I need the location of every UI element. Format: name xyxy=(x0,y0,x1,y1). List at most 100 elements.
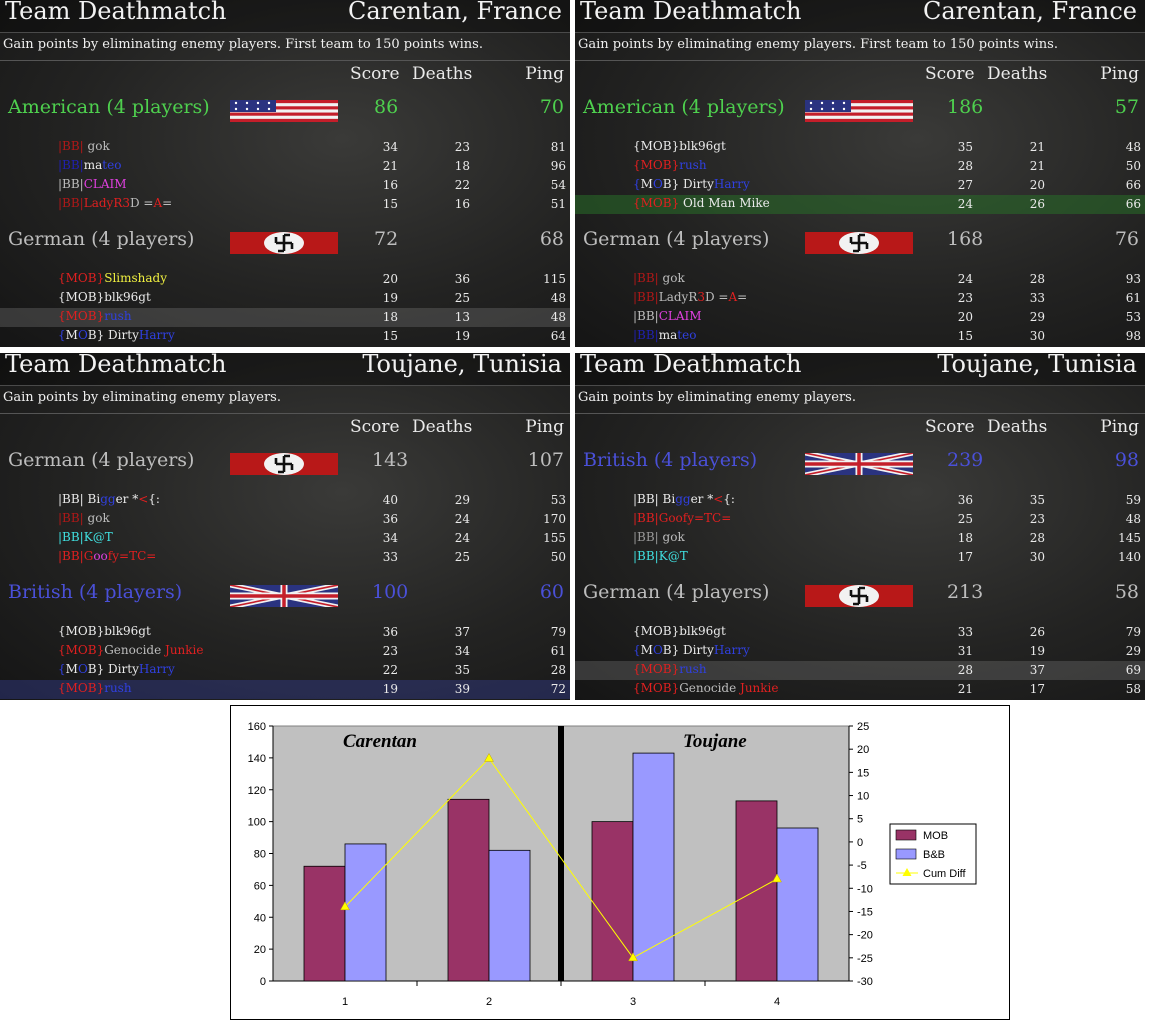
player-row[interactable]: |BB|Goofy=TC= 33 25 50 xyxy=(0,548,570,567)
player-ping: 64 xyxy=(550,329,566,343)
player-name-segment: |BB| xyxy=(58,530,84,544)
player-row[interactable]: {MOB}rush 28 21 50 xyxy=(575,157,1145,176)
player-name: {MOB}blk96gt xyxy=(633,139,726,153)
column-header-deaths: Deaths xyxy=(987,417,1048,437)
y2-tick-label: -20 xyxy=(857,930,873,942)
player-name: |BB| gok xyxy=(58,139,110,153)
player-ping: 140 xyxy=(1118,550,1141,564)
player-row[interactable]: |BB|LadyR3D =A= 15 16 51 xyxy=(0,195,570,214)
annotation-carentan: Carentan xyxy=(343,731,417,752)
scoreboard-panel: Team Deathmatch Toujane, Tunisia Gain poin… xyxy=(575,353,1145,700)
player-row[interactable]: {MOB} DirtyHarry 27 20 66 xyxy=(575,176,1145,195)
player-row[interactable]: |BB|CLAIM 20 29 53 xyxy=(575,308,1145,327)
player-score: 23 xyxy=(957,291,973,305)
bar-mob xyxy=(303,865,346,982)
player-name-segment: O xyxy=(652,643,663,657)
scoreboard-panel: Team Deathmatch Toujane, Tunisia Gain poin… xyxy=(0,353,570,700)
bar-mob xyxy=(735,800,778,982)
player-score: 33 xyxy=(957,625,973,639)
player-name-segment: rush xyxy=(679,662,707,676)
player-score: 17 xyxy=(957,550,973,564)
player-row[interactable]: |BB| gok 36 24 170 xyxy=(0,510,570,529)
team-score: 143 xyxy=(372,449,409,471)
player-row[interactable]: |BB|CLAIM 16 22 54 xyxy=(0,176,570,195)
player-row[interactable]: {MOB}Genocide Junkie 23 34 61 xyxy=(0,642,570,661)
player-name-segment: |BB| xyxy=(633,309,659,323)
divider xyxy=(0,60,570,61)
player-score: 33 xyxy=(382,550,398,564)
player-row[interactable]: |BB|LadyR3D =A= 23 33 61 xyxy=(575,289,1145,308)
player-name-segment: fy xyxy=(107,549,120,563)
player-name: |BB|K@T xyxy=(633,549,688,563)
player-name-segment: < xyxy=(138,492,149,506)
player-name-segment: A xyxy=(728,290,738,304)
player-score: 21 xyxy=(382,159,398,173)
player-ping: 29 xyxy=(1125,644,1141,658)
player-row[interactable]: {MOB}blk96gt 35 21 48 xyxy=(575,138,1145,157)
player-row[interactable]: {MOB}blk96gt 33 26 79 xyxy=(575,623,1145,642)
cum-diff-marker xyxy=(772,873,782,883)
player-deaths: 39 xyxy=(454,682,470,696)
player-name-segment: Genocide xyxy=(679,681,741,695)
player-deaths: 17 xyxy=(1029,682,1045,696)
player-deaths: 28 xyxy=(1029,272,1045,286)
player-row[interactable]: |BB|K@T 34 24 155 xyxy=(0,529,570,548)
player-row[interactable]: {MOB}rush 28 37 69 xyxy=(575,661,1145,680)
player-score: 34 xyxy=(382,531,398,545)
team-score: 186 xyxy=(947,96,984,118)
player-row[interactable]: {MOB}Slimshady 20 36 115 xyxy=(0,270,570,289)
cum-diff-line xyxy=(344,757,778,959)
player-name: |BB|CLAIM xyxy=(633,309,702,323)
player-row[interactable]: |BB| gok 34 23 81 xyxy=(0,138,570,157)
player-name-segment: O xyxy=(77,328,88,342)
player-name-segment: =TC= xyxy=(694,511,732,525)
player-row[interactable]: |BB|mateo 21 18 96 xyxy=(0,157,570,176)
player-row[interactable]: |BB| Bigger *<{: 40 29 53 xyxy=(0,491,570,510)
player-name-segment: {MOB} xyxy=(58,681,105,695)
player-row[interactable]: |BB|mateo 15 30 98 xyxy=(575,327,1145,346)
player-row[interactable]: {MOB}blk96gt 19 25 48 xyxy=(0,289,570,308)
player-name: {MOB} DirtyHarry xyxy=(58,662,175,676)
y-tick-label: 160 xyxy=(248,721,266,733)
player-name-segment: { xyxy=(58,328,66,342)
player-name: |BB|mateo xyxy=(633,328,696,342)
player-ping: 96 xyxy=(550,159,566,173)
player-row[interactable]: {MOB} Old Man Mike 24 26 66 xyxy=(575,195,1145,214)
player-name-segment: |BB| xyxy=(633,271,663,285)
team-row: German (4 players) 72 68 xyxy=(0,226,570,260)
mode-description: Gain points by eliminating enemy players… xyxy=(3,37,483,52)
player-name-segment: |BB| xyxy=(633,328,659,342)
player-row[interactable]: {MOB} DirtyHarry 22 35 28 xyxy=(0,661,570,680)
map-name: Toujane, Tunisia xyxy=(362,353,562,378)
player-row[interactable]: |BB| gok 24 28 93 xyxy=(575,270,1145,289)
player-row[interactable]: {MOB} DirtyHarry 15 19 64 xyxy=(0,327,570,346)
player-name: {MOB}Genocide Junkie xyxy=(58,643,204,657)
y-tick-label: 120 xyxy=(248,785,266,797)
player-score: 22 xyxy=(382,663,398,677)
player-row[interactable]: {MOB}rush 19 39 72 xyxy=(0,680,570,699)
team-name: German (4 players) xyxy=(583,228,770,250)
team-row: German (4 players) 168 76 xyxy=(575,226,1145,260)
player-deaths: 20 xyxy=(1029,178,1045,192)
player-row[interactable]: |BB|Goofy=TC= 25 23 48 xyxy=(575,510,1145,529)
player-score: 36 xyxy=(382,625,398,639)
player-row[interactable]: {MOB}blk96gt 36 37 79 xyxy=(0,623,570,642)
player-ping: 50 xyxy=(550,550,566,564)
player-row[interactable]: |BB|K@T 17 30 140 xyxy=(575,548,1145,567)
player-row[interactable]: {MOB}Genocide Junkie 21 17 58 xyxy=(575,680,1145,699)
y2-tick-label: 20 xyxy=(857,744,869,756)
player-row[interactable]: {MOB} DirtyHarry 31 19 29 xyxy=(575,642,1145,661)
x-tick-label: 4 xyxy=(774,996,780,1008)
player-row[interactable]: |BB| Bigger *<{: 36 35 59 xyxy=(575,491,1145,510)
player-name-segment: |BB| Bi xyxy=(633,492,676,506)
player-deaths: 30 xyxy=(1029,329,1045,343)
scoreboard-panel: Team Deathmatch Carentan, France Gain poin… xyxy=(0,0,570,347)
player-ping: 145 xyxy=(1118,531,1141,545)
player-deaths: 22 xyxy=(454,178,470,192)
player-row[interactable]: |BB| gok 18 28 145 xyxy=(575,529,1145,548)
player-name-segment: {MOB} xyxy=(633,681,680,695)
player-name-segment: Harry xyxy=(138,328,175,342)
player-name-segment: B} Dirty xyxy=(87,662,139,676)
player-name-segment: {MOB}blk96gt xyxy=(58,624,151,638)
player-row[interactable]: {MOB}rush 18 13 48 xyxy=(0,308,570,327)
